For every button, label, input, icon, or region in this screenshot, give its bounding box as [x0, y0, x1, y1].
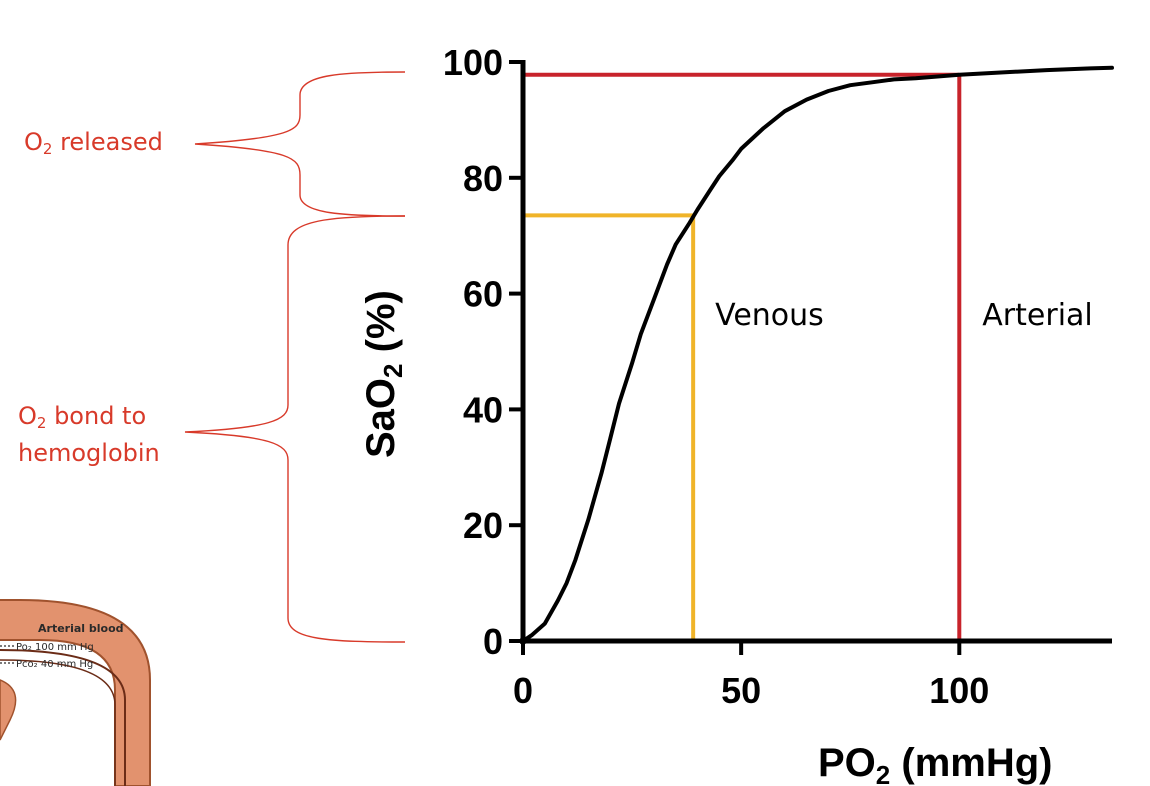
o2-released-bracket [194, 71, 406, 217]
dissociation-curve [521, 65, 1114, 643]
arterial-blood-thumbnail: Arterial blood Po₂ 100 mm Hg Pco₂ 40 mm … [0, 599, 151, 786]
thumbnail-po2: Po₂ 100 mm Hg [16, 642, 94, 653]
x-tick-label-100: 100 [929, 670, 989, 711]
y-axis-title-rest: (%) [359, 290, 403, 363]
x-axis-title-main: PO [818, 741, 876, 785]
vessel-wall-line [0, 649, 126, 786]
y-tick-label-100: 100 [443, 42, 503, 83]
y-tick-label-0: 0 [483, 621, 503, 662]
y-tick-label-80: 80 [463, 158, 503, 199]
y-tick-label-40: 40 [463, 389, 503, 430]
o2-released-label: O2 released [24, 127, 163, 164]
venous-label: Venous [715, 298, 824, 333]
o2-bond-label: O2 bond to hemoglobin [18, 401, 160, 468]
y-axis-title: SaO2 (%) [359, 290, 408, 458]
arterial-label: Arterial [982, 298, 1092, 333]
y-axis-title-sub: 2 [378, 363, 408, 377]
y-axis-title-main: SaO [359, 378, 403, 458]
x-tick-label-0: 0 [513, 670, 533, 711]
thumbnail-title: Arterial blood [38, 622, 124, 635]
thumbnail-pco2: Pco₂ 40 mm Hg [16, 659, 93, 670]
o2-bond-rest: bond to [46, 402, 147, 430]
o2-released-rest: released [52, 128, 163, 156]
vessel-outer [0, 599, 151, 786]
o2-bond-sub: 2 [36, 414, 47, 432]
o2-released-sub: 2 [42, 140, 53, 158]
o2-bond-main: O [18, 402, 37, 430]
x-tick-label-50: 50 [721, 670, 761, 711]
x-axis-title: PO2 (mmHg) [818, 741, 1052, 786]
plot-area: 0 20 40 60 80 100 0 50 100 Venous Arterial [443, 42, 1114, 711]
o2-bond-line2: hemoglobin [18, 439, 160, 467]
x-axis-title-sub: 2 [876, 760, 890, 786]
y-tick-label-60: 60 [463, 274, 503, 315]
vessel-lower-left [0, 679, 17, 741]
vessel-wall-line-inner [0, 659, 116, 786]
o2-bond-bracket [184, 215, 406, 643]
o2-released-main: O [24, 128, 43, 156]
x-axis-title-rest: (mmHg) [890, 741, 1052, 785]
y-tick-label-20: 20 [463, 505, 503, 546]
